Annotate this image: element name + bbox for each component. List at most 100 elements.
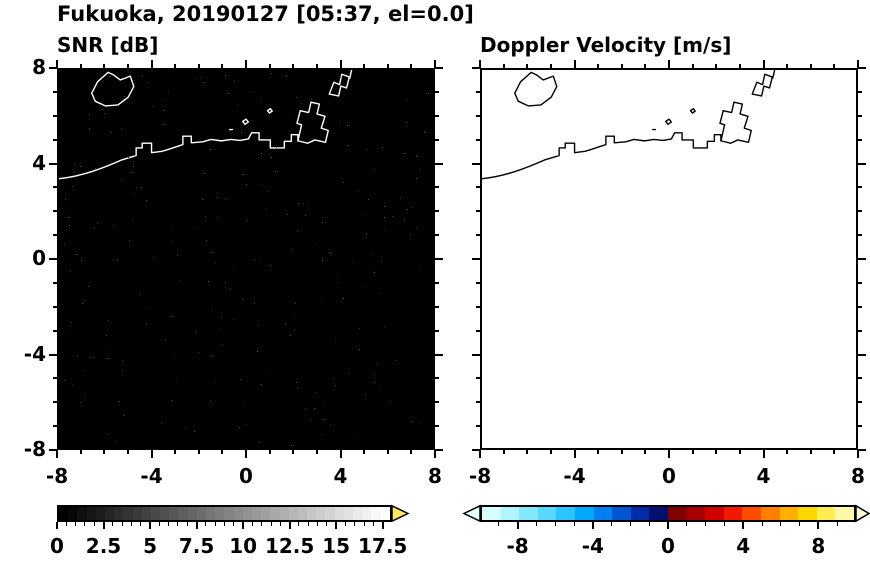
y-tick-mark — [472, 353, 480, 356]
colorbar-segment — [270, 507, 280, 520]
x-tick-mark — [410, 64, 413, 68]
coastline-harbor-north — [329, 70, 351, 96]
y-tick-mark — [858, 449, 866, 451]
noise-speckle — [168, 91, 170, 93]
x-tick-mark — [103, 450, 106, 454]
noise-speckle — [359, 327, 361, 329]
noise-speckle — [379, 293, 381, 295]
colorbar-minor-tick — [270, 522, 272, 526]
noise-speckle — [84, 397, 86, 399]
y-tick-mark — [435, 449, 443, 451]
y-tick-mark — [435, 258, 443, 260]
y-tick-mark — [858, 186, 862, 189]
noise-speckle — [81, 302, 83, 304]
noise-speckle — [80, 260, 82, 262]
x-tick-mark — [150, 450, 153, 458]
noise-speckle — [410, 233, 412, 235]
noise-speckle — [68, 209, 70, 211]
noise-speckle — [177, 380, 179, 382]
colorbar-minor-tick — [354, 522, 356, 526]
noise-speckle — [63, 380, 65, 382]
noise-speckle — [123, 414, 125, 416]
colorbar-minor-tick — [648, 522, 650, 526]
noise-speckle — [211, 310, 213, 312]
noise-speckle — [352, 261, 354, 262]
noise-speckle — [301, 102, 303, 104]
noise-speckle — [94, 228, 96, 230]
noise-speckle — [195, 78, 197, 80]
noise-speckle — [415, 225, 417, 227]
colorbar-minor-tick — [535, 522, 537, 526]
noise-speckle — [224, 198, 226, 200]
colorbar-minor-tick — [372, 522, 374, 526]
noise-speckle — [123, 77, 125, 79]
noise-speckle — [233, 319, 235, 321]
y-tick-mark — [49, 449, 57, 451]
x-tick-mark — [221, 64, 224, 68]
y-tick-mark — [435, 162, 443, 165]
x-tick-mark — [526, 64, 529, 68]
noise-speckle — [114, 439, 116, 441]
x-tick-mark — [573, 450, 576, 458]
y-tick-mark — [435, 90, 439, 93]
noise-speckle — [367, 148, 368, 150]
x-tick-mark — [292, 450, 295, 454]
noise-speckle — [314, 243, 316, 245]
noise-speckle — [356, 190, 358, 192]
colorbar-segment — [686, 507, 706, 520]
colorbar-tick-label: -4 — [581, 534, 604, 558]
colorbar-minor-tick — [186, 522, 188, 526]
y-tick-mark — [53, 210, 57, 213]
noise-speckle — [214, 263, 216, 265]
colorbar-segment — [371, 507, 381, 520]
noise-speckle — [204, 172, 206, 174]
colorbar-minor-tick — [233, 522, 235, 526]
colorbar-tick-label: 12.5 — [264, 534, 315, 558]
noise-speckle — [108, 349, 110, 351]
noise-speckle — [295, 302, 297, 304]
noise-speckle — [71, 384, 73, 386]
noise-speckle — [293, 329, 295, 331]
colorbar-minor-tick — [705, 522, 707, 526]
noise-speckle — [90, 356, 92, 358]
noise-speckle — [391, 216, 393, 218]
coastline-islets — [653, 109, 696, 130]
colorbar-tick-mark — [335, 522, 338, 529]
x-tick-label: -4 — [563, 464, 586, 488]
x-tick-mark — [245, 450, 247, 458]
y-tick-mark — [476, 425, 480, 428]
colorbar-minor-tick — [554, 522, 556, 526]
noise-speckle — [65, 199, 67, 201]
colorbar-tick-label: 10 — [229, 534, 258, 558]
colorbar-minor-tick — [573, 522, 575, 526]
coastline-overlay — [59, 70, 433, 448]
noise-speckle — [212, 251, 214, 253]
noise-speckle — [406, 208, 408, 210]
noise-speckle — [366, 233, 368, 235]
noise-speckle — [423, 132, 425, 134]
colorbar-segment — [593, 507, 613, 520]
noise-speckle — [89, 127, 90, 129]
x-tick-mark — [197, 450, 200, 454]
noise-speckle — [107, 320, 109, 322]
noise-speckle — [146, 199, 148, 201]
x-tick-mark — [644, 450, 647, 454]
x-tick-mark — [549, 450, 552, 454]
x-tick-mark — [786, 64, 789, 68]
colorbar-minor-tick — [298, 522, 300, 526]
y-tick-mark — [435, 329, 439, 332]
coastline-island — [92, 72, 134, 106]
noise-speckle — [372, 270, 374, 272]
x-tick-mark — [833, 450, 836, 454]
noise-speckle — [321, 433, 323, 435]
colorbar-tick-label: 0 — [661, 534, 675, 558]
noise-speckle — [346, 144, 348, 146]
noise-speckle — [76, 356, 78, 358]
colorbar-segment — [132, 507, 142, 520]
colorbar-segment — [215, 507, 225, 520]
x-tick-mark — [809, 64, 812, 68]
colorbar-minor-tick — [261, 522, 263, 526]
noise-speckle — [314, 408, 316, 410]
x-tick-label: -8 — [468, 464, 492, 488]
y-tick-mark — [476, 186, 480, 189]
